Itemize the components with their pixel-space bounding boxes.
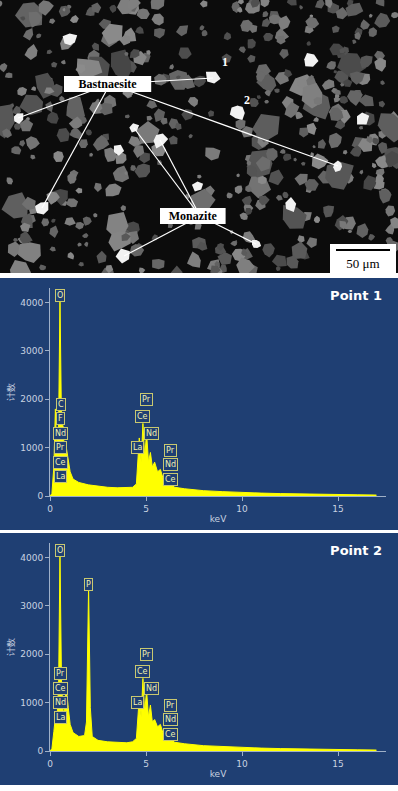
svg-text:C: C xyxy=(58,400,64,409)
svg-text:Ce: Ce xyxy=(165,475,176,484)
svg-text:15: 15 xyxy=(332,504,343,514)
svg-text:La: La xyxy=(133,698,142,707)
svg-text:0: 0 xyxy=(47,759,53,769)
svg-text:Monazite: Monazite xyxy=(169,209,218,223)
svg-text:Bastnaesite: Bastnaesite xyxy=(79,77,138,91)
svg-text:La: La xyxy=(56,472,65,481)
svg-text:计数: 计数 xyxy=(6,638,16,656)
svg-text:Nd: Nd xyxy=(165,460,176,469)
svg-text:0: 0 xyxy=(37,491,43,501)
svg-text:Ce: Ce xyxy=(55,684,66,693)
svg-text:1000: 1000 xyxy=(20,698,43,708)
svg-text:2000: 2000 xyxy=(20,394,43,404)
svg-text:2: 2 xyxy=(244,93,250,107)
svg-text:0: 0 xyxy=(37,746,43,756)
svg-text:keV: keV xyxy=(210,769,227,779)
svg-text:3000: 3000 xyxy=(20,601,43,611)
svg-text:5: 5 xyxy=(143,504,149,514)
svg-text:2000: 2000 xyxy=(20,649,43,659)
svg-text:15: 15 xyxy=(332,759,343,769)
svg-text:计数: 计数 xyxy=(6,383,16,401)
svg-text:Nd: Nd xyxy=(146,684,157,693)
svg-text:4000: 4000 xyxy=(20,553,43,563)
svg-text:P: P xyxy=(86,580,91,589)
svg-text:5: 5 xyxy=(143,759,149,769)
svg-text:Ce: Ce xyxy=(137,667,148,676)
svg-text:O: O xyxy=(57,546,63,555)
svg-text:Ce: Ce xyxy=(165,730,176,739)
svg-text:1000: 1000 xyxy=(20,443,43,453)
svg-text:0: 0 xyxy=(47,504,53,514)
svg-text:Pr: Pr xyxy=(56,443,65,452)
svg-text:O: O xyxy=(57,291,63,300)
svg-text:Nd: Nd xyxy=(165,715,176,724)
svg-text:Ce: Ce xyxy=(55,458,66,467)
svg-text:F: F xyxy=(58,414,63,423)
svg-text:10: 10 xyxy=(236,504,248,514)
svg-text:3000: 3000 xyxy=(20,346,43,356)
svg-text:La: La xyxy=(133,443,142,452)
svg-text:La: La xyxy=(56,713,65,722)
svg-text:Point 2: Point 2 xyxy=(330,543,382,558)
svg-text:Nd: Nd xyxy=(55,698,66,707)
svg-text:Point 1: Point 1 xyxy=(330,288,382,303)
svg-text:Pr: Pr xyxy=(142,395,151,404)
svg-text:Nd: Nd xyxy=(55,429,66,438)
svg-text:Pr: Pr xyxy=(56,669,65,678)
svg-text:4000: 4000 xyxy=(20,298,43,308)
svg-text:Pr: Pr xyxy=(142,650,151,659)
svg-text:1: 1 xyxy=(222,55,228,69)
svg-text:Pr: Pr xyxy=(166,701,175,710)
svg-text:keV: keV xyxy=(210,514,227,524)
svg-text:Nd: Nd xyxy=(146,429,157,438)
svg-text:Pr: Pr xyxy=(166,446,175,455)
svg-text:Ce: Ce xyxy=(137,412,148,421)
svg-text:10: 10 xyxy=(236,759,248,769)
svg-text:50 μm: 50 μm xyxy=(346,256,379,271)
